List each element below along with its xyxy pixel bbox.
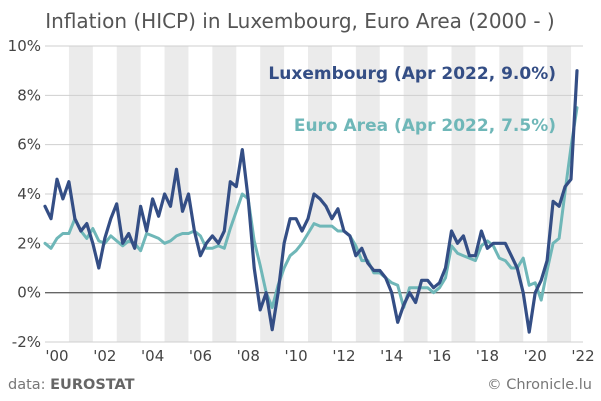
credit-note: © Chronicle.lu	[487, 377, 592, 393]
source-note: data: EUROSTAT	[8, 377, 135, 393]
source-name: EUROSTAT	[50, 377, 134, 393]
x-tick-label: '12	[332, 347, 355, 365]
x-axis-tick-labels: '00 '02 '04 '06 '08 '10 '12 '14 '16 '18 '20 '22	[45, 347, 594, 365]
x-tick-label: '00	[45, 347, 68, 365]
series-lines	[43, 69, 579, 334]
legend-euro-area: Euro Area (Apr 2022, 7.5%)	[294, 116, 556, 136]
x-tick-label: '04	[141, 347, 164, 365]
y-axis-tick-labels: -2% 0% 2% 4% 6% 8% 10%	[8, 37, 41, 351]
y-tick-label: 10%	[8, 37, 41, 55]
x-tick-label: '18	[476, 347, 499, 365]
x-tick-label: '22	[571, 347, 594, 365]
y-tick-label: 2%	[17, 234, 41, 252]
y-tick-label: -2%	[12, 333, 41, 351]
x-tick-label: '02	[93, 347, 116, 365]
x-tick-label: '14	[380, 347, 403, 365]
y-tick-label: 8%	[17, 86, 41, 104]
legend-luxembourg: Luxembourg (Apr 2022, 9.0%)	[268, 64, 556, 84]
y-tick-label: 0%	[17, 284, 41, 302]
x-tick-label: '10	[285, 347, 308, 365]
x-tick-label: '20	[524, 347, 547, 365]
y-tick-label: 6%	[17, 136, 41, 154]
x-tick-label: '08	[237, 347, 260, 365]
y-tick-label: 4%	[17, 185, 41, 203]
source-prefix: data:	[8, 377, 50, 393]
x-tick-label: '16	[428, 347, 451, 365]
series-line-luxembourg	[43, 69, 579, 334]
chart-title: Inflation (HICP) in Luxembourg, Euro Are…	[45, 9, 554, 33]
x-tick-label: '06	[189, 347, 212, 365]
